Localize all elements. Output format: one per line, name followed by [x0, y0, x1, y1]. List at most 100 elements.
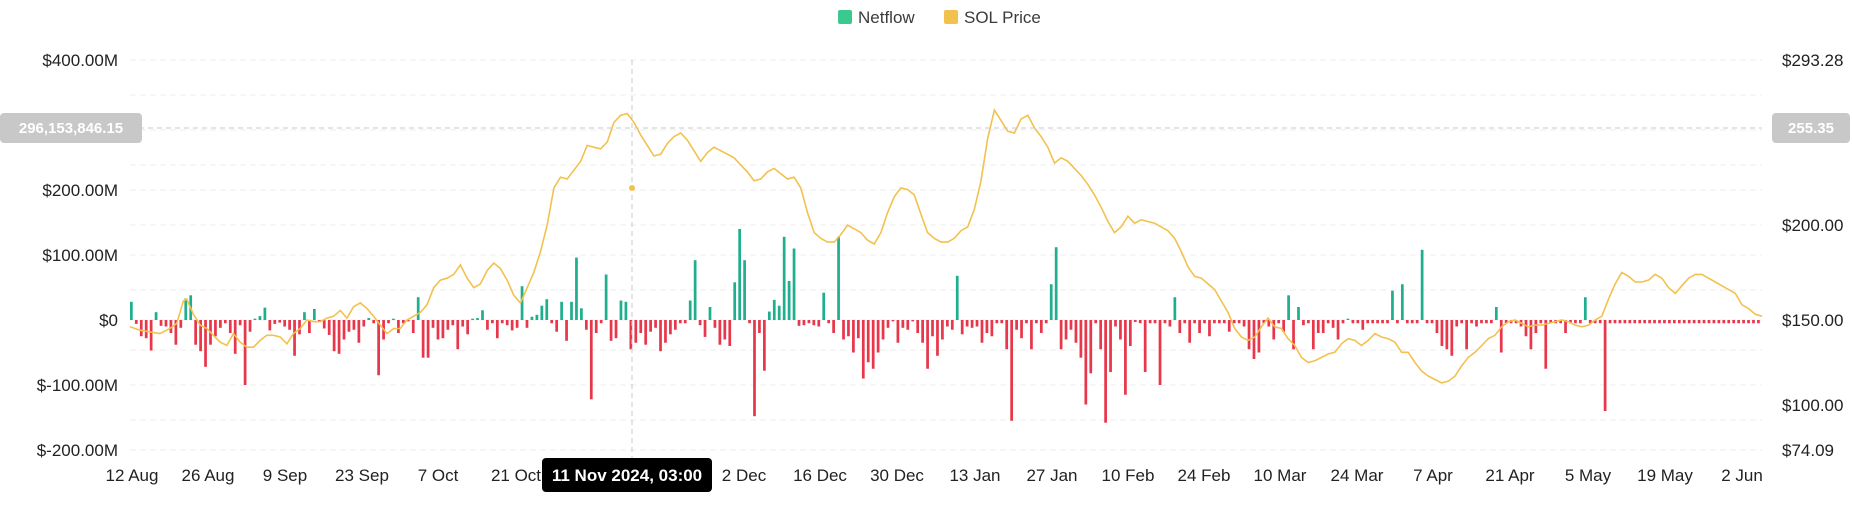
netflow-bar [1158, 320, 1162, 385]
netflow-bar [481, 310, 484, 320]
netflow-bar [753, 320, 756, 417]
netflow-bar [1425, 320, 1429, 324]
x-tick-label: 2 Dec [722, 466, 767, 485]
netflow-bar [599, 320, 603, 324]
netflow-bar [698, 320, 702, 326]
netflow-bar [822, 292, 826, 320]
y-left-tick-label: $100.00M [42, 246, 118, 265]
y-left-tick-label: $-200.00M [37, 441, 118, 460]
netflow-bar [1707, 320, 1711, 324]
netflow-bar [174, 320, 178, 345]
netflow-bar [426, 320, 430, 358]
netflow-bar [1475, 320, 1478, 327]
legend-label-0: Netflow [858, 8, 915, 27]
netflow-bar [1218, 320, 1221, 324]
netflow-bar [1435, 320, 1439, 333]
netflow-bar [866, 320, 870, 363]
netflow-bar [1124, 320, 1127, 395]
netflow-bar [1514, 320, 1518, 324]
netflow-bar [1579, 320, 1582, 324]
netflow-bar [1262, 320, 1266, 324]
netflow-bar [322, 320, 326, 329]
netflow-bar [1490, 320, 1493, 324]
netflow-bar [436, 320, 440, 340]
netflow-bar [1549, 320, 1553, 324]
netflow-bar [758, 320, 761, 333]
netflow-bar [1534, 320, 1538, 333]
netflow-bar [827, 320, 831, 324]
netflow-bar [654, 320, 657, 328]
netflow-bar [1044, 320, 1048, 324]
netflow-bar [402, 320, 405, 324]
netflow-bar [950, 320, 954, 330]
netflow-bar [1583, 297, 1587, 320]
netflow-bar [1633, 320, 1637, 324]
netflow-bar [1445, 320, 1449, 350]
netflow-bar [728, 320, 732, 346]
netflow-bar [1494, 307, 1498, 320]
netflow-bar [807, 320, 811, 324]
netflow-bar [955, 275, 959, 320]
netflow-bar [767, 311, 771, 320]
netflow-bar [1247, 320, 1251, 350]
netflow-bar [886, 320, 890, 328]
netflow-bar [397, 320, 400, 333]
crosshair-point [629, 185, 635, 191]
netflow-bar [1257, 320, 1261, 353]
crosshair-right-badge [1772, 113, 1850, 143]
netflow-bar [377, 320, 380, 376]
netflow-bar [362, 320, 366, 327]
netflow-bar [614, 320, 618, 339]
netflow-bar [639, 320, 643, 333]
netflow-bar [1361, 320, 1365, 330]
netflow-bar [1104, 320, 1107, 423]
netflow-bar [634, 320, 638, 343]
netflow-bar [1677, 320, 1681, 324]
y-left-tick-label: $-100.00M [37, 376, 118, 395]
netflow-bar [624, 301, 628, 320]
y-left-tick-label: $0 [99, 311, 118, 330]
netflow-bar [248, 320, 252, 332]
y-axis-left: $400.00M $200.00M $100.00M $0 $-100.00M $-200… [37, 51, 118, 460]
netflow-bar [738, 229, 742, 320]
netflow-bar [238, 320, 242, 326]
netflow-bar [461, 320, 465, 327]
netflow-bar [219, 320, 222, 328]
crosshair [130, 60, 1762, 460]
y-left-tick-label: $200.00M [42, 181, 118, 200]
netflow-bar [352, 320, 356, 330]
netflow-bar [891, 320, 895, 322]
netflow-bar [540, 305, 544, 320]
netflow-bar [718, 320, 722, 345]
netflow-bar [1005, 320, 1009, 350]
netflow-bar [505, 320, 509, 326]
netflow-bar [154, 312, 158, 320]
netflow-bar [520, 286, 524, 320]
netflow-bar [1069, 320, 1073, 330]
x-tick-label: 9 Sep [263, 466, 307, 485]
netflow-bar [134, 320, 138, 324]
netflow-bar [441, 320, 445, 339]
netflow-bar [1163, 320, 1167, 324]
x-tick-label: 30 Dec [870, 466, 924, 485]
netflow-bar [1742, 320, 1745, 324]
netflow-bar [1297, 307, 1300, 320]
netflow-bar [1109, 320, 1112, 372]
y-right-tick-label: $293.28 [1782, 51, 1843, 70]
netflow-bar [1074, 320, 1078, 343]
legend-swatch-1 [944, 10, 958, 24]
netflow-bar [273, 320, 277, 324]
crosshair-right-value: 255.35 [1788, 120, 1834, 137]
netflow-bar [1252, 320, 1256, 359]
netflow-bar [303, 312, 306, 320]
y-left-tick-label: $400.00M [42, 51, 118, 70]
netflow-bar [931, 320, 934, 337]
netflow-bar [194, 320, 198, 345]
netflow-bar [787, 281, 791, 320]
netflow-bar [1203, 320, 1206, 324]
netflow-bar [589, 320, 593, 400]
netflow-bar [149, 320, 153, 351]
netflow-bar [1727, 320, 1731, 324]
netflow-bar [1138, 320, 1142, 324]
